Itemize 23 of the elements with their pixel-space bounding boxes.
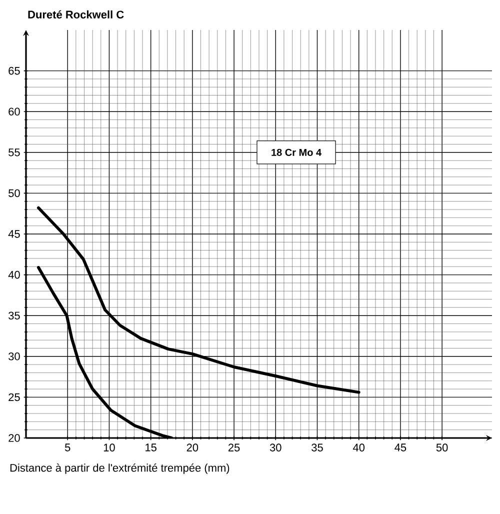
x-tick-label: 10 — [104, 444, 115, 452]
x-tick-label: 30 — [270, 444, 282, 452]
y-tick-label: 60 — [8, 108, 20, 116]
x-tick-label: 40 — [352, 444, 365, 452]
y-tick-label: 25 — [8, 393, 20, 402]
y-tick-label: 45 — [8, 230, 20, 238]
x-tick-label: 25 — [228, 444, 240, 452]
x-tick-label: 15 — [146, 444, 156, 452]
x-tick-label: 5 — [64, 444, 70, 452]
x-tick-label: 50 — [436, 444, 448, 452]
x-axis-title: Distance à partir de l'extrémité trempée (mm) — [10, 464, 230, 474]
x-tick-label: 45 — [394, 444, 406, 452]
y-tick-label: 30 — [8, 352, 20, 360]
annotation: 18 Cr Mo 4 — [272, 148, 322, 156]
y-tick-label: 55 — [8, 148, 20, 156]
y-tick-label: 35 — [8, 312, 20, 320]
x-tick-label: 20 — [186, 444, 198, 452]
y-tick-label: 20 — [8, 434, 20, 442]
y-tick-label: 50 — [8, 189, 20, 198]
y-tick-label: 40 — [8, 270, 20, 279]
x-tick-label: 35 — [312, 444, 323, 452]
y-tick-label: 65 — [8, 66, 20, 75]
y-axis-title: Dureté Rockwell C — [28, 10, 124, 18]
